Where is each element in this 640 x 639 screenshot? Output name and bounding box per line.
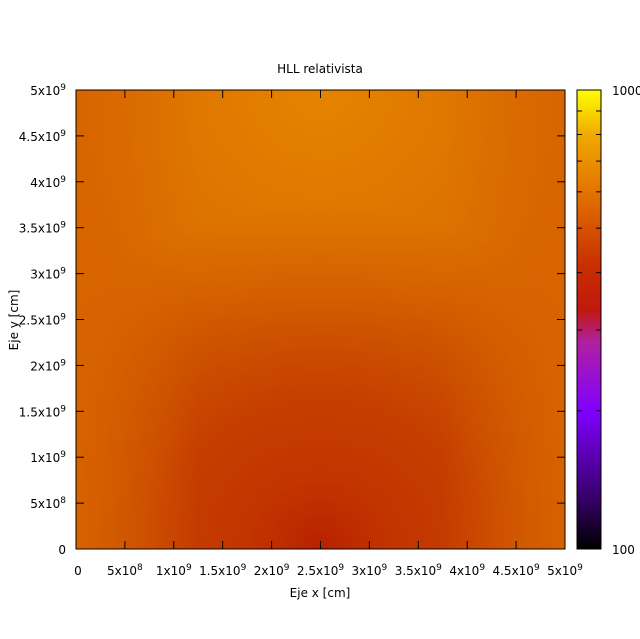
- x-tick-label: 2.5x109: [297, 563, 344, 578]
- x-tick-label: 0: [74, 564, 82, 578]
- x-tick-label: 3x109: [352, 563, 388, 578]
- x-axis-title: Eje x [cm]: [290, 586, 351, 600]
- y-tick-label: 5x108: [30, 496, 66, 511]
- y-tick-label: 1x109: [30, 450, 66, 465]
- y-tick-label: 0: [58, 543, 66, 557]
- x-tick-label: 5x108: [107, 563, 143, 578]
- x-tick-label: 1x109: [156, 563, 192, 578]
- heatmap-right-edge: [76, 90, 565, 549]
- chart-title: HLL relativista: [277, 62, 363, 76]
- colorbar: 1000 100: [576, 84, 640, 557]
- colorbar-ticks: [577, 89, 601, 550]
- x-tick-label: 4x109: [449, 563, 485, 578]
- y-axis: 0 5x108 1x109 1.5x109 2x109 2.5x109 3x109 3.5x1…: [19, 83, 565, 557]
- colorbar-frame: [576, 89, 602, 550]
- x-tick-label: 3.5x109: [395, 563, 442, 578]
- y-tick-label: 4.5x109: [19, 129, 66, 144]
- y-tick-label: 5x109: [30, 83, 66, 98]
- heatmap: [76, 90, 565, 549]
- y-tick-label: 3x109: [30, 267, 66, 282]
- y-tick-label: 1.5x109: [19, 404, 66, 419]
- y-tick-label: 4x109: [30, 175, 66, 190]
- x-tick-label: 2x109: [254, 563, 290, 578]
- y-tick-label: 2x109: [30, 358, 66, 373]
- colorbar-max-label: 1000: [612, 84, 640, 98]
- x-tick-label: 4.5x109: [492, 563, 539, 578]
- y-tick-label: 3.5x109: [19, 221, 66, 236]
- x-tick-label: 1.5x109: [199, 563, 246, 578]
- y-axis-title: Eje y [cm]: [7, 290, 21, 351]
- colorbar-gradient: [577, 90, 601, 549]
- x-axis: 0 5x108 1x109 1.5x109 2x109 2.5x109 3x109 3.5x1…: [74, 90, 583, 578]
- x-tick-label: 5x109: [547, 563, 583, 578]
- colorbar-min-label: 100: [612, 543, 635, 557]
- y-tick-label: 2.5x109: [19, 313, 66, 328]
